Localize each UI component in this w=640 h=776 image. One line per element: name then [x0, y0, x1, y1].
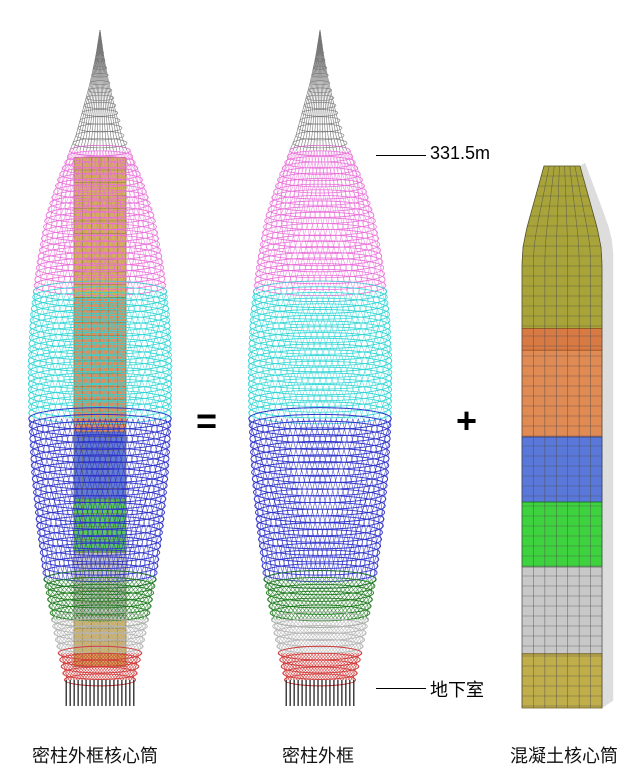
plus-operator: +	[456, 400, 477, 442]
caption-right: 混凝土核心筒	[510, 742, 618, 768]
equals-operator: =	[196, 400, 217, 442]
caption-left: 密柱外框核心筒	[32, 742, 158, 768]
dimension-line-top	[376, 155, 426, 156]
dimension-text-bottom: 地下室	[430, 676, 484, 702]
dimension-text-top: 331.5m	[430, 143, 490, 164]
caption-center: 密柱外框	[282, 742, 354, 768]
diagram-canvas	[0, 0, 640, 776]
dimension-line-bottom	[376, 688, 426, 689]
